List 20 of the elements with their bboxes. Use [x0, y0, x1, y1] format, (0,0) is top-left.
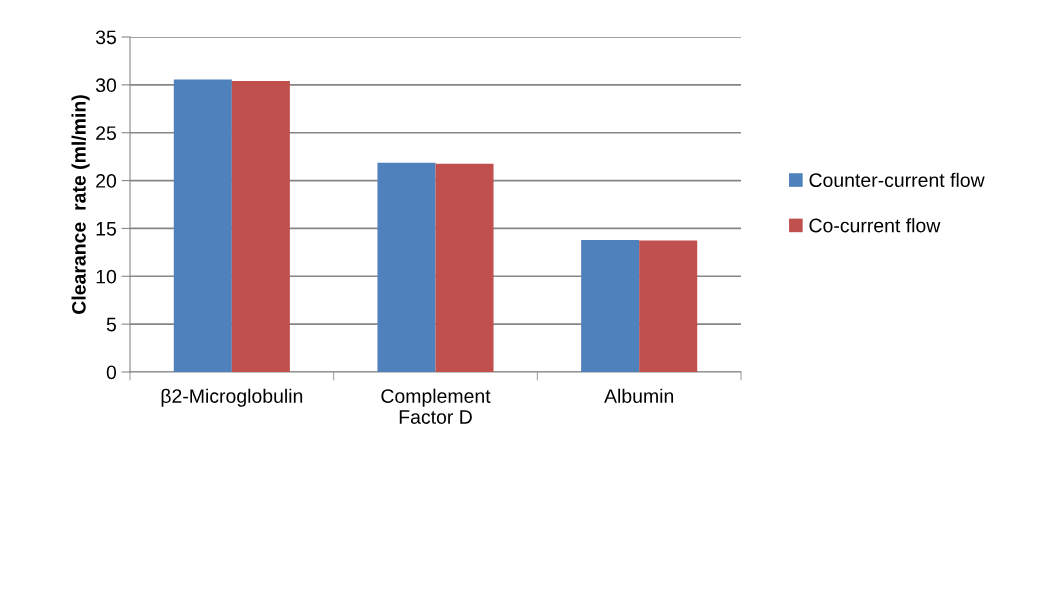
y-axis-title: Clearance rate (ml/min)	[71, 95, 90, 314]
y-tick-label: 25	[96, 126, 116, 140]
y-tick-label: 20	[96, 174, 117, 188]
bar	[173, 79, 232, 372]
y-tick-label: 5	[106, 317, 116, 332]
x-tick-label: Albumin	[604, 388, 674, 403]
y-tick-label: 15	[96, 222, 116, 236]
legend-label: Co-current flow	[809, 218, 941, 233]
bar	[435, 163, 494, 372]
bar	[231, 81, 290, 372]
x-tick-label: Complement Factor D	[381, 388, 491, 424]
bar	[581, 239, 640, 372]
y-tick-label: 35	[95, 30, 116, 45]
y-tick-label: 10	[96, 269, 117, 284]
y-tick-label: 0	[106, 365, 117, 380]
bar	[639, 240, 698, 372]
legend-label: Counter-current flow	[809, 172, 985, 188]
y-tick-label: 30	[95, 78, 117, 93]
x-tick-label: β2-Microglobulin	[161, 388, 303, 407]
bar	[377, 162, 436, 372]
